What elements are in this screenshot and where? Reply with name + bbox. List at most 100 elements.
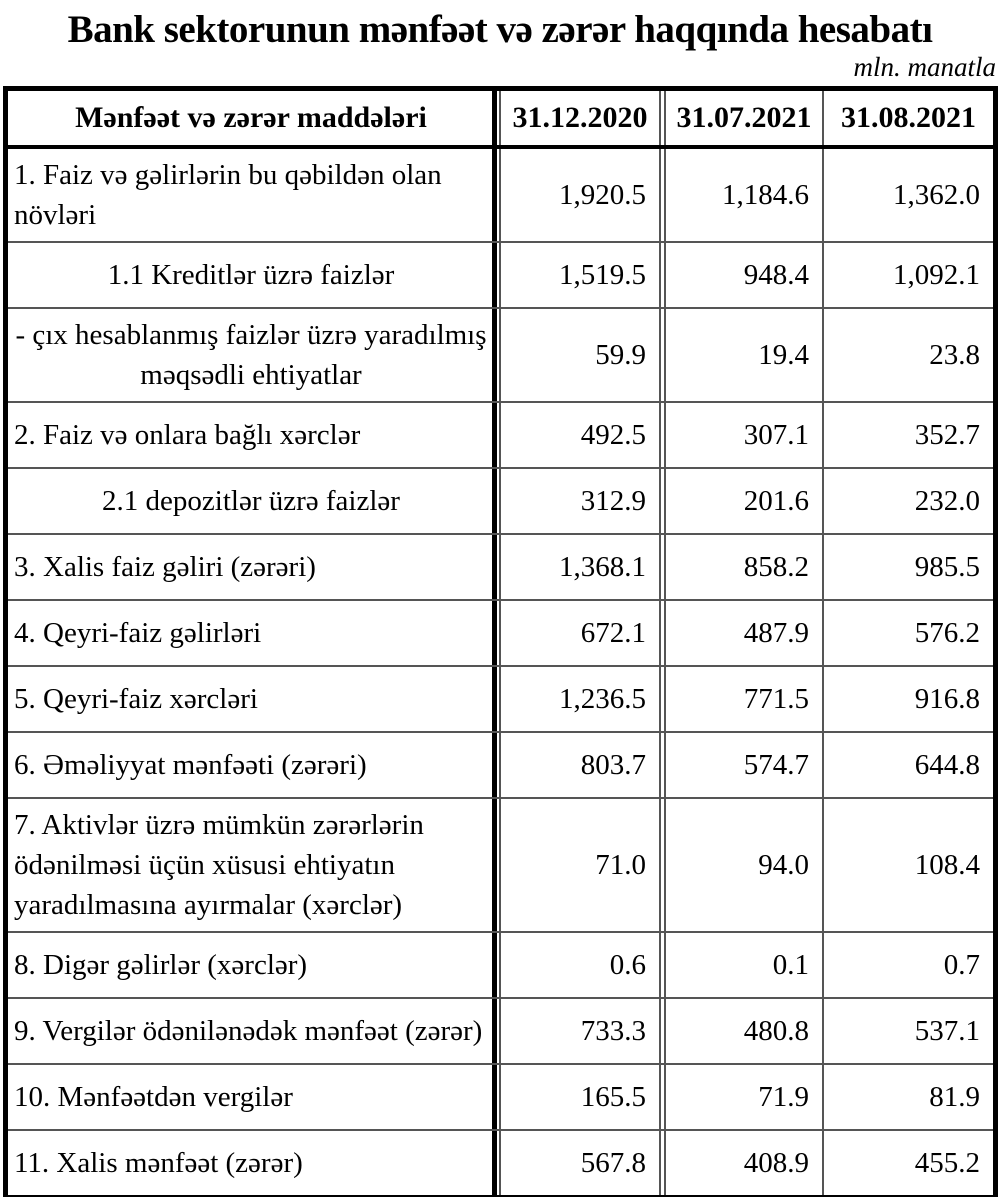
column-divider-thick <box>492 90 501 145</box>
column-divider-double <box>659 1064 666 1129</box>
row-value: 94.0 <box>758 848 809 881</box>
row-value: 0.7 <box>943 948 980 981</box>
column-divider-double <box>659 90 666 145</box>
row-value: 574.7 <box>743 748 809 781</box>
row-label: 9. Vergilər ödənilənədək mənfəət (zərər) <box>14 1014 483 1047</box>
column-divider-double <box>659 732 666 797</box>
row-label: 1. Faiz və gəlirlərin bu qəbildən olan n… <box>14 158 442 231</box>
row-label: 1.1 Kreditlər üzrə faizlər <box>107 258 395 291</box>
row-value: 985.5 <box>914 550 980 583</box>
table-row: 10. Mənfəətdən vergilər 165.5 71.9 81.9 <box>8 1062 993 1129</box>
row-value: 492.5 <box>580 418 646 451</box>
table-row: 6. Əməliyyat mənfəəti (zərəri) 803.7 574… <box>8 730 993 797</box>
table-row: 2.1 depozitlər üzrə faizlər 312.9 201.6 … <box>8 466 993 533</box>
column-divider-thick <box>492 1064 501 1129</box>
row-value: 672.1 <box>580 616 646 649</box>
row-label: 2. Faiz və onlara bağlı xərclər <box>14 418 361 451</box>
table-row: 1. Faiz və gəlirlərin bu qəbildən olan n… <box>8 148 993 241</box>
row-value: 1,920.5 <box>559 178 646 211</box>
table-row: 7. Aktivlər üzrə mümkün zərərlərin ödəni… <box>8 796 993 931</box>
table-row: 9. Vergilər ödənilənədək mənfəət (zərər)… <box>8 996 993 1063</box>
column-divider-single <box>822 798 824 931</box>
page-title: Bank sektorunun mənfəət və zərər haqqınd… <box>67 8 933 51</box>
row-label: 6. Əməliyyat mənfəəti (zərəri) <box>14 748 367 781</box>
column-divider-single <box>822 666 824 731</box>
pnl-table: Mənfəət və zərər maddələri 31.12.2020 31… <box>3 85 998 1197</box>
row-value: 858.2 <box>743 550 809 583</box>
column-divider-thick <box>492 402 501 467</box>
table-row: 1.1 Kreditlər üzrə faizlər 1,519.5 948.4… <box>8 240 993 307</box>
column-divider-single <box>822 998 824 1063</box>
row-label: 7. Aktivlər üzrə mümkün zərərlərin ödəni… <box>14 808 424 921</box>
row-value: 1,519.5 <box>559 258 646 291</box>
row-value: 537.1 <box>914 1014 980 1047</box>
row-value: 71.0 <box>595 848 646 881</box>
header-date-cell: 31.12.2020 <box>512 100 648 134</box>
row-label: 5. Qeyri-faiz xərcləri <box>14 682 258 715</box>
row-label: 8. Digər gəlirlər (xərclər) <box>14 948 308 981</box>
column-divider-double <box>659 534 666 599</box>
row-value: 948.4 <box>743 258 809 291</box>
column-divider-single <box>822 90 824 145</box>
row-value: 1,368.1 <box>559 550 646 583</box>
column-divider-thick <box>492 998 501 1063</box>
row-value: 644.8 <box>914 748 980 781</box>
column-divider-single <box>822 402 824 467</box>
row-label: 2.1 depozitlər üzrə faizlər <box>102 484 400 517</box>
column-divider-double <box>659 798 666 931</box>
table-row: - çıx hesablanmış faizlər üzrə yaradılmı… <box>8 306 993 401</box>
header-date-cell: 31.08.2021 <box>841 100 976 134</box>
column-divider-thick <box>492 798 501 931</box>
row-label: 10. Mənfəətdən vergilər <box>14 1080 293 1113</box>
row-value: 352.7 <box>914 418 980 451</box>
row-value: 312.9 <box>580 484 646 517</box>
row-label: 11. Xalis mənfəət (zərər) <box>14 1146 303 1179</box>
row-value: 487.9 <box>743 616 809 649</box>
table-row: 4. Qeyri-faiz gəlirləri 672.1 487.9 576.… <box>8 598 993 665</box>
column-divider-thick <box>492 600 501 665</box>
row-value: 1,184.6 <box>722 178 809 211</box>
column-divider-double <box>659 242 666 307</box>
column-divider-double <box>659 998 666 1063</box>
table-row: 5. Qeyri-faiz xərcləri 1,236.5 771.5 916… <box>8 664 993 731</box>
row-value: 733.3 <box>580 1014 646 1047</box>
row-value: 1,092.1 <box>893 258 980 291</box>
column-divider-double <box>659 666 666 731</box>
column-divider-single <box>822 468 824 533</box>
row-value: 201.6 <box>743 484 809 517</box>
row-value: 23.8 <box>929 338 980 371</box>
row-value: 567.8 <box>580 1146 646 1179</box>
header-date-cell: 31.07.2021 <box>676 100 812 134</box>
column-divider-thick <box>492 1130 501 1195</box>
row-value: 59.9 <box>595 338 646 371</box>
table-header-row: Mənfəət və zərər maddələri 31.12.2020 31… <box>8 90 993 149</box>
column-divider-thick <box>492 666 501 731</box>
column-divider-single <box>822 932 824 997</box>
row-value: 81.9 <box>929 1080 980 1113</box>
column-divider-double <box>659 1130 666 1195</box>
table-body: 1. Faiz və gəlirlərin bu qəbildən olan n… <box>8 148 993 1195</box>
column-divider-thick <box>492 242 501 307</box>
row-value: 307.1 <box>743 418 809 451</box>
column-divider-thick <box>492 148 501 241</box>
row-value: 165.5 <box>580 1080 646 1113</box>
column-divider-double <box>659 932 666 997</box>
column-divider-thick <box>492 932 501 997</box>
column-divider-thick <box>492 732 501 797</box>
column-divider-double <box>659 148 666 241</box>
column-divider-single <box>822 600 824 665</box>
header-label-cell: Mənfəət və zərər maddələri <box>75 100 427 134</box>
row-value: 1,362.0 <box>893 178 980 211</box>
row-label: - çıx hesablanmış faizlər üzrə yaradılmı… <box>15 318 487 391</box>
column-divider-single <box>822 732 824 797</box>
column-divider-double <box>659 468 666 533</box>
row-value: 232.0 <box>914 484 980 517</box>
column-divider-single <box>822 1064 824 1129</box>
table-row: 3. Xalis faiz gəliri (zərəri) 1,368.1 85… <box>8 532 993 599</box>
row-value: 108.4 <box>914 848 980 881</box>
column-divider-double <box>659 308 666 401</box>
column-divider-single <box>822 308 824 401</box>
column-divider-single <box>822 242 824 307</box>
column-divider-thick <box>492 468 501 533</box>
